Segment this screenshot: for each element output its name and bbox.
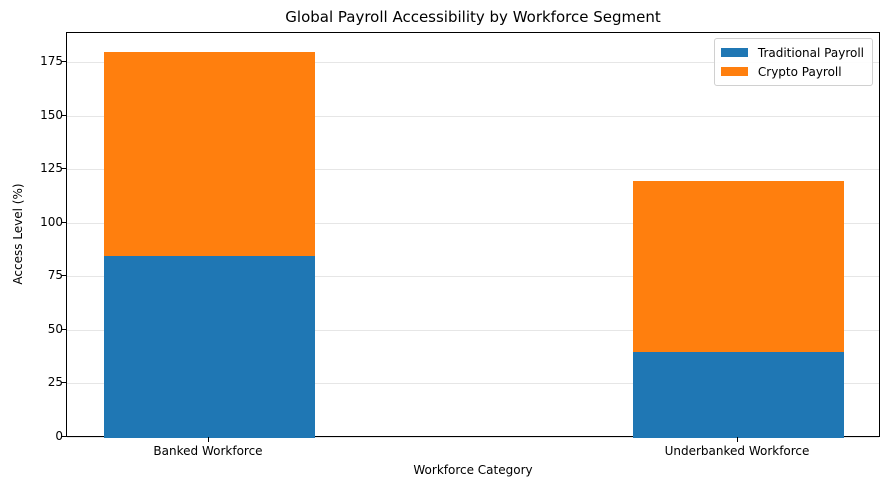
gridline (67, 222, 879, 224)
gridline (67, 62, 879, 63)
bar-segment (103, 255, 315, 438)
gridline (67, 437, 879, 438)
y-axis-label: Access Level (%) (11, 183, 25, 285)
legend-label: Crypto Payroll (757, 64, 842, 79)
y-tick-label: 175 (40, 54, 63, 68)
y-tick-mark (61, 436, 66, 437)
bar-segment (632, 352, 844, 438)
x-tick-label: Underbanked Workforce (664, 444, 810, 458)
y-tick-label: 0 (55, 429, 63, 443)
y-tick-label: 25 (47, 375, 63, 390)
gridline (67, 115, 879, 117)
legend-item: Traditional Payroll (720, 43, 864, 62)
y-tick-mark (61, 168, 66, 170)
plot-area (66, 32, 880, 438)
y-tick-mark (61, 114, 66, 116)
chart-title: Global Payroll Accessibility by Workforc… (285, 8, 661, 26)
y-tick-mark (61, 275, 66, 277)
legend: Traditional Payroll Crypto Payroll (713, 38, 873, 86)
gridline (67, 276, 879, 278)
bar-segment (103, 52, 315, 256)
legend-item: Crypto Payroll (720, 62, 864, 81)
bar-segment (632, 180, 844, 353)
gridline (67, 383, 879, 385)
x-tick-mark (737, 437, 738, 442)
x-axis-label: Workforce Category (413, 463, 533, 477)
y-tick-label: 125 (40, 161, 63, 176)
gridline (67, 329, 879, 331)
x-tick-label: Banked Workforce (153, 444, 263, 458)
y-tick-label: 100 (40, 214, 63, 229)
legend-swatch-icon (720, 48, 748, 57)
legend-swatch-icon (720, 67, 748, 76)
y-tick-mark (61, 328, 66, 330)
y-tick-label: 50 (47, 321, 63, 336)
legend-label: Traditional Payroll (757, 45, 864, 60)
y-tick-label: 150 (40, 107, 63, 122)
y-tick-label: 75 (47, 268, 63, 283)
y-tick-mark (61, 221, 66, 223)
y-tick-mark (61, 61, 66, 62)
y-tick-mark (61, 382, 66, 384)
x-tick-mark (208, 437, 209, 442)
gridline (67, 169, 879, 171)
